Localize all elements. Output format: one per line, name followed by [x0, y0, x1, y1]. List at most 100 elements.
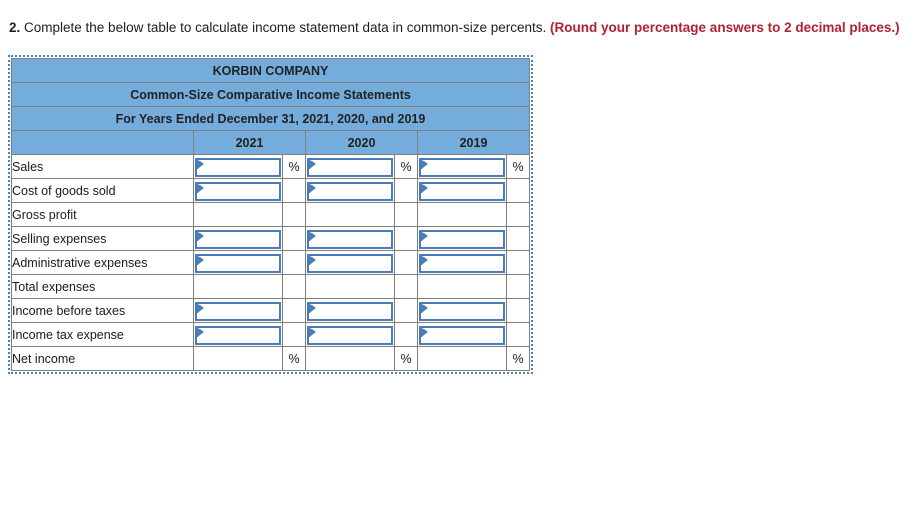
- value-cell: [193, 250, 283, 275]
- answer-input-box[interactable]: [419, 157, 505, 177]
- value-cell: [305, 250, 395, 275]
- table-row: Total expenses: [11, 274, 530, 299]
- percent-cell: [506, 298, 530, 323]
- answer-input-box[interactable]: [419, 253, 505, 273]
- answer-input-box[interactable]: [195, 181, 281, 201]
- answer-input-box[interactable]: [307, 157, 393, 177]
- table-row: Gross profit: [11, 202, 530, 227]
- percent-cell: [282, 226, 306, 251]
- percent-sign: %: [282, 154, 306, 179]
- value-cell: [305, 202, 395, 227]
- answer-input-cost-of-goods-sold-2021[interactable]: [197, 183, 279, 199]
- value-cell: [305, 346, 395, 371]
- answer-input-box[interactable]: [307, 301, 393, 321]
- year-header-2020: 2020: [305, 130, 418, 155]
- answer-input-selling-expenses-2019[interactable]: [421, 231, 503, 247]
- value-cell: [193, 202, 283, 227]
- table-row: Sales%%%: [11, 154, 530, 179]
- percent-cell: [394, 202, 418, 227]
- value-cell: [193, 274, 283, 299]
- answer-input-income-before-taxes-2021[interactable]: [197, 303, 279, 319]
- answer-input-income-tax-expense-2021[interactable]: [197, 327, 279, 343]
- value-cell: [305, 322, 395, 347]
- answer-input-box[interactable]: [195, 253, 281, 273]
- answer-input-box[interactable]: [307, 181, 393, 201]
- answer-input-box[interactable]: [195, 301, 281, 321]
- value-cell: [417, 202, 507, 227]
- table-row: Administrative expenses: [11, 250, 530, 275]
- row-label: Gross profit: [11, 202, 194, 227]
- percent-sign: %: [394, 346, 418, 371]
- answer-input-box[interactable]: [307, 229, 393, 249]
- value-cell: [417, 154, 507, 179]
- answer-input-administrative-expenses-2021[interactable]: [197, 255, 279, 271]
- percent-sign: %: [506, 154, 530, 179]
- percent-cell: [282, 274, 306, 299]
- answer-input-cost-of-goods-sold-2019[interactable]: [421, 183, 503, 199]
- value-cell: [193, 154, 283, 179]
- answer-input-sales-2020[interactable]: [309, 159, 391, 175]
- answer-input-administrative-expenses-2020[interactable]: [309, 255, 391, 271]
- answer-input-income-before-taxes-2020[interactable]: [309, 303, 391, 319]
- percent-cell: [394, 274, 418, 299]
- percent-cell: [282, 250, 306, 275]
- percent-cell: [282, 178, 306, 203]
- percent-cell: [282, 202, 306, 227]
- percent-cell: [506, 274, 530, 299]
- answer-input-income-before-taxes-2019[interactable]: [421, 303, 503, 319]
- answer-input-sales-2019[interactable]: [421, 159, 503, 175]
- percent-cell: [394, 298, 418, 323]
- percent-cell: [506, 322, 530, 347]
- answer-input-box[interactable]: [195, 229, 281, 249]
- answer-input-box[interactable]: [419, 301, 505, 321]
- value-cell: [193, 346, 283, 371]
- percent-sign: %: [282, 346, 306, 371]
- percent-cell: [282, 322, 306, 347]
- row-label: Cost of goods sold: [11, 178, 194, 203]
- question-body: Complete the below table to calculate in…: [20, 20, 551, 35]
- value-cell: [417, 322, 507, 347]
- answer-input-box[interactable]: [419, 325, 505, 345]
- value-cell: [417, 250, 507, 275]
- answer-input-administrative-expenses-2019[interactable]: [421, 255, 503, 271]
- percent-cell: [282, 298, 306, 323]
- year-header-2021: 2021: [193, 130, 306, 155]
- value-cell: [193, 322, 283, 347]
- answer-input-selling-expenses-2020[interactable]: [309, 231, 391, 247]
- table-subtitle: Common-Size Comparative Income Statement…: [11, 82, 530, 107]
- table-row: Income tax expense: [11, 322, 530, 347]
- answer-input-box[interactable]: [419, 229, 505, 249]
- percent-cell: [506, 250, 530, 275]
- value-cell: [305, 298, 395, 323]
- answer-input-box[interactable]: [195, 325, 281, 345]
- value-cell: [305, 226, 395, 251]
- value-cell: [305, 274, 395, 299]
- answer-input-income-tax-expense-2019[interactable]: [421, 327, 503, 343]
- answer-input-income-tax-expense-2020[interactable]: [309, 327, 391, 343]
- value-cell: [305, 154, 395, 179]
- answer-input-box[interactable]: [419, 181, 505, 201]
- answer-input-box[interactable]: [307, 325, 393, 345]
- row-label: Selling expenses: [11, 226, 194, 251]
- question-text: 2. Complete the below table to calculate…: [9, 17, 914, 38]
- row-label: Administrative expenses: [11, 250, 194, 275]
- worksheet-outline: KORBIN COMPANY Common-Size Comparative I…: [8, 55, 533, 374]
- value-cell: [193, 178, 283, 203]
- value-cell: [417, 274, 507, 299]
- answer-input-box[interactable]: [195, 157, 281, 177]
- percent-cell: [506, 202, 530, 227]
- value-cell: [193, 298, 283, 323]
- answer-input-sales-2021[interactable]: [197, 159, 279, 175]
- row-label: Income before taxes: [11, 298, 194, 323]
- answer-input-box[interactable]: [307, 253, 393, 273]
- table-row: Selling expenses: [11, 226, 530, 251]
- row-label: Income tax expense: [11, 322, 194, 347]
- answer-input-selling-expenses-2021[interactable]: [197, 231, 279, 247]
- rounding-note: (Round your percentage answers to 2 deci…: [550, 20, 900, 35]
- percent-sign: %: [506, 346, 530, 371]
- percent-sign: %: [394, 154, 418, 179]
- answer-input-cost-of-goods-sold-2020[interactable]: [309, 183, 391, 199]
- row-label: Total expenses: [11, 274, 194, 299]
- value-cell: [417, 346, 507, 371]
- table-body: Sales%%% Cost of goods sold Gross profit Se…: [11, 154, 530, 371]
